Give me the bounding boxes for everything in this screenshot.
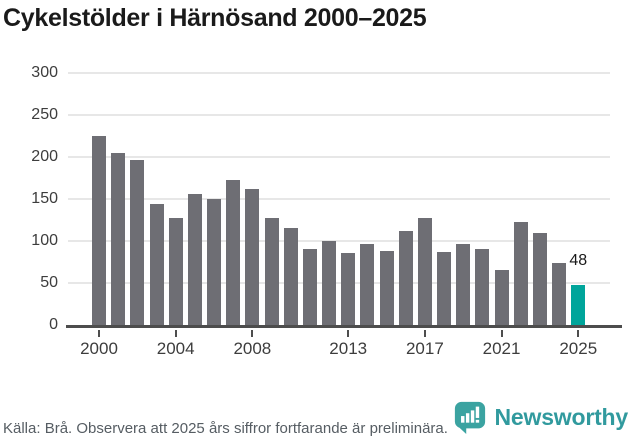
x-axis-tick-2000 bbox=[98, 330, 100, 337]
y-axis-label-200: 200 bbox=[31, 148, 58, 165]
bar-2010 bbox=[283, 228, 298, 325]
bar-chart: 0 50 100 150 200 250 300 2000 2004 2008 2013 2017 20… bbox=[31, 64, 622, 358]
x-axis-label-2021: 2021 bbox=[482, 339, 521, 358]
gridline-y-200 bbox=[68, 156, 610, 158]
y-axis-label-0: 0 bbox=[49, 316, 58, 333]
bar-2022 bbox=[513, 221, 528, 325]
x-axis-label-2025: 2025 bbox=[559, 339, 598, 358]
x-axis-label-2008: 2008 bbox=[233, 339, 272, 358]
x-axis-label-2000: 2000 bbox=[80, 339, 118, 358]
bar-2023 bbox=[532, 232, 547, 325]
newsworthy-logo[interactable]: Newsworthy bbox=[453, 400, 628, 434]
bar-2018 bbox=[437, 251, 452, 325]
bar-2011 bbox=[302, 249, 317, 325]
x-axis-tick-2013 bbox=[347, 330, 350, 337]
bar-2012 bbox=[322, 241, 337, 325]
x-axis-tick-2017 bbox=[423, 330, 426, 337]
bar-2015 bbox=[379, 251, 394, 325]
bar-2007 bbox=[226, 179, 241, 325]
bar-2017 bbox=[417, 218, 432, 325]
bar-2016 bbox=[398, 230, 413, 325]
y-axis-label-250: 250 bbox=[31, 106, 58, 123]
gridline-y-300 bbox=[68, 72, 610, 74]
bar-2005 bbox=[187, 193, 202, 325]
bar-chart-speech-bubble-icon bbox=[453, 400, 487, 434]
bar-2020 bbox=[475, 249, 490, 325]
gridline-y-100 bbox=[68, 240, 610, 242]
bar-2001 bbox=[111, 152, 126, 325]
source-note: Källa: Brå. Observera att 2025 års siffr… bbox=[3, 420, 448, 437]
bar-2024 bbox=[552, 262, 567, 325]
bar-2002 bbox=[130, 160, 145, 325]
y-axis-label-300: 300 bbox=[31, 64, 58, 81]
gridline-y-150 bbox=[68, 198, 610, 200]
x-axis-tick-2025 bbox=[577, 330, 580, 337]
bar-2004 bbox=[168, 218, 183, 325]
bar-2003 bbox=[149, 204, 164, 325]
x-axis-tick-2008 bbox=[251, 330, 254, 337]
newsworthy-wordmark: Newsworthy bbox=[494, 403, 629, 430]
bar-2021 bbox=[494, 270, 509, 325]
bar-2014 bbox=[360, 244, 375, 325]
value-label-2025: 48 bbox=[569, 251, 588, 269]
y-axis-label-150: 150 bbox=[31, 190, 58, 207]
bar-2008 bbox=[245, 188, 260, 325]
x-axis-tick-2004 bbox=[174, 330, 177, 337]
gridline-y-50 bbox=[68, 282, 610, 284]
bar-2006 bbox=[207, 199, 222, 325]
x-axis-tick-2021 bbox=[500, 330, 503, 337]
bar-2025 bbox=[571, 284, 586, 325]
bar-2019 bbox=[456, 243, 471, 325]
bar-2009 bbox=[264, 218, 279, 325]
y-axis-label-50: 50 bbox=[40, 274, 58, 291]
bar-2013 bbox=[341, 252, 356, 325]
bar-2000 bbox=[92, 136, 106, 325]
x-axis-label-2013: 2013 bbox=[329, 339, 368, 358]
gridline-y-250 bbox=[68, 114, 610, 116]
x-axis-line bbox=[66, 325, 622, 328]
x-axis-label-2004: 2004 bbox=[156, 339, 195, 358]
chart-title: Cykelstölder i Härnösand 2000–2025 bbox=[3, 4, 427, 32]
y-axis-label-100: 100 bbox=[31, 232, 58, 249]
x-axis-label-2017: 2017 bbox=[405, 339, 444, 358]
